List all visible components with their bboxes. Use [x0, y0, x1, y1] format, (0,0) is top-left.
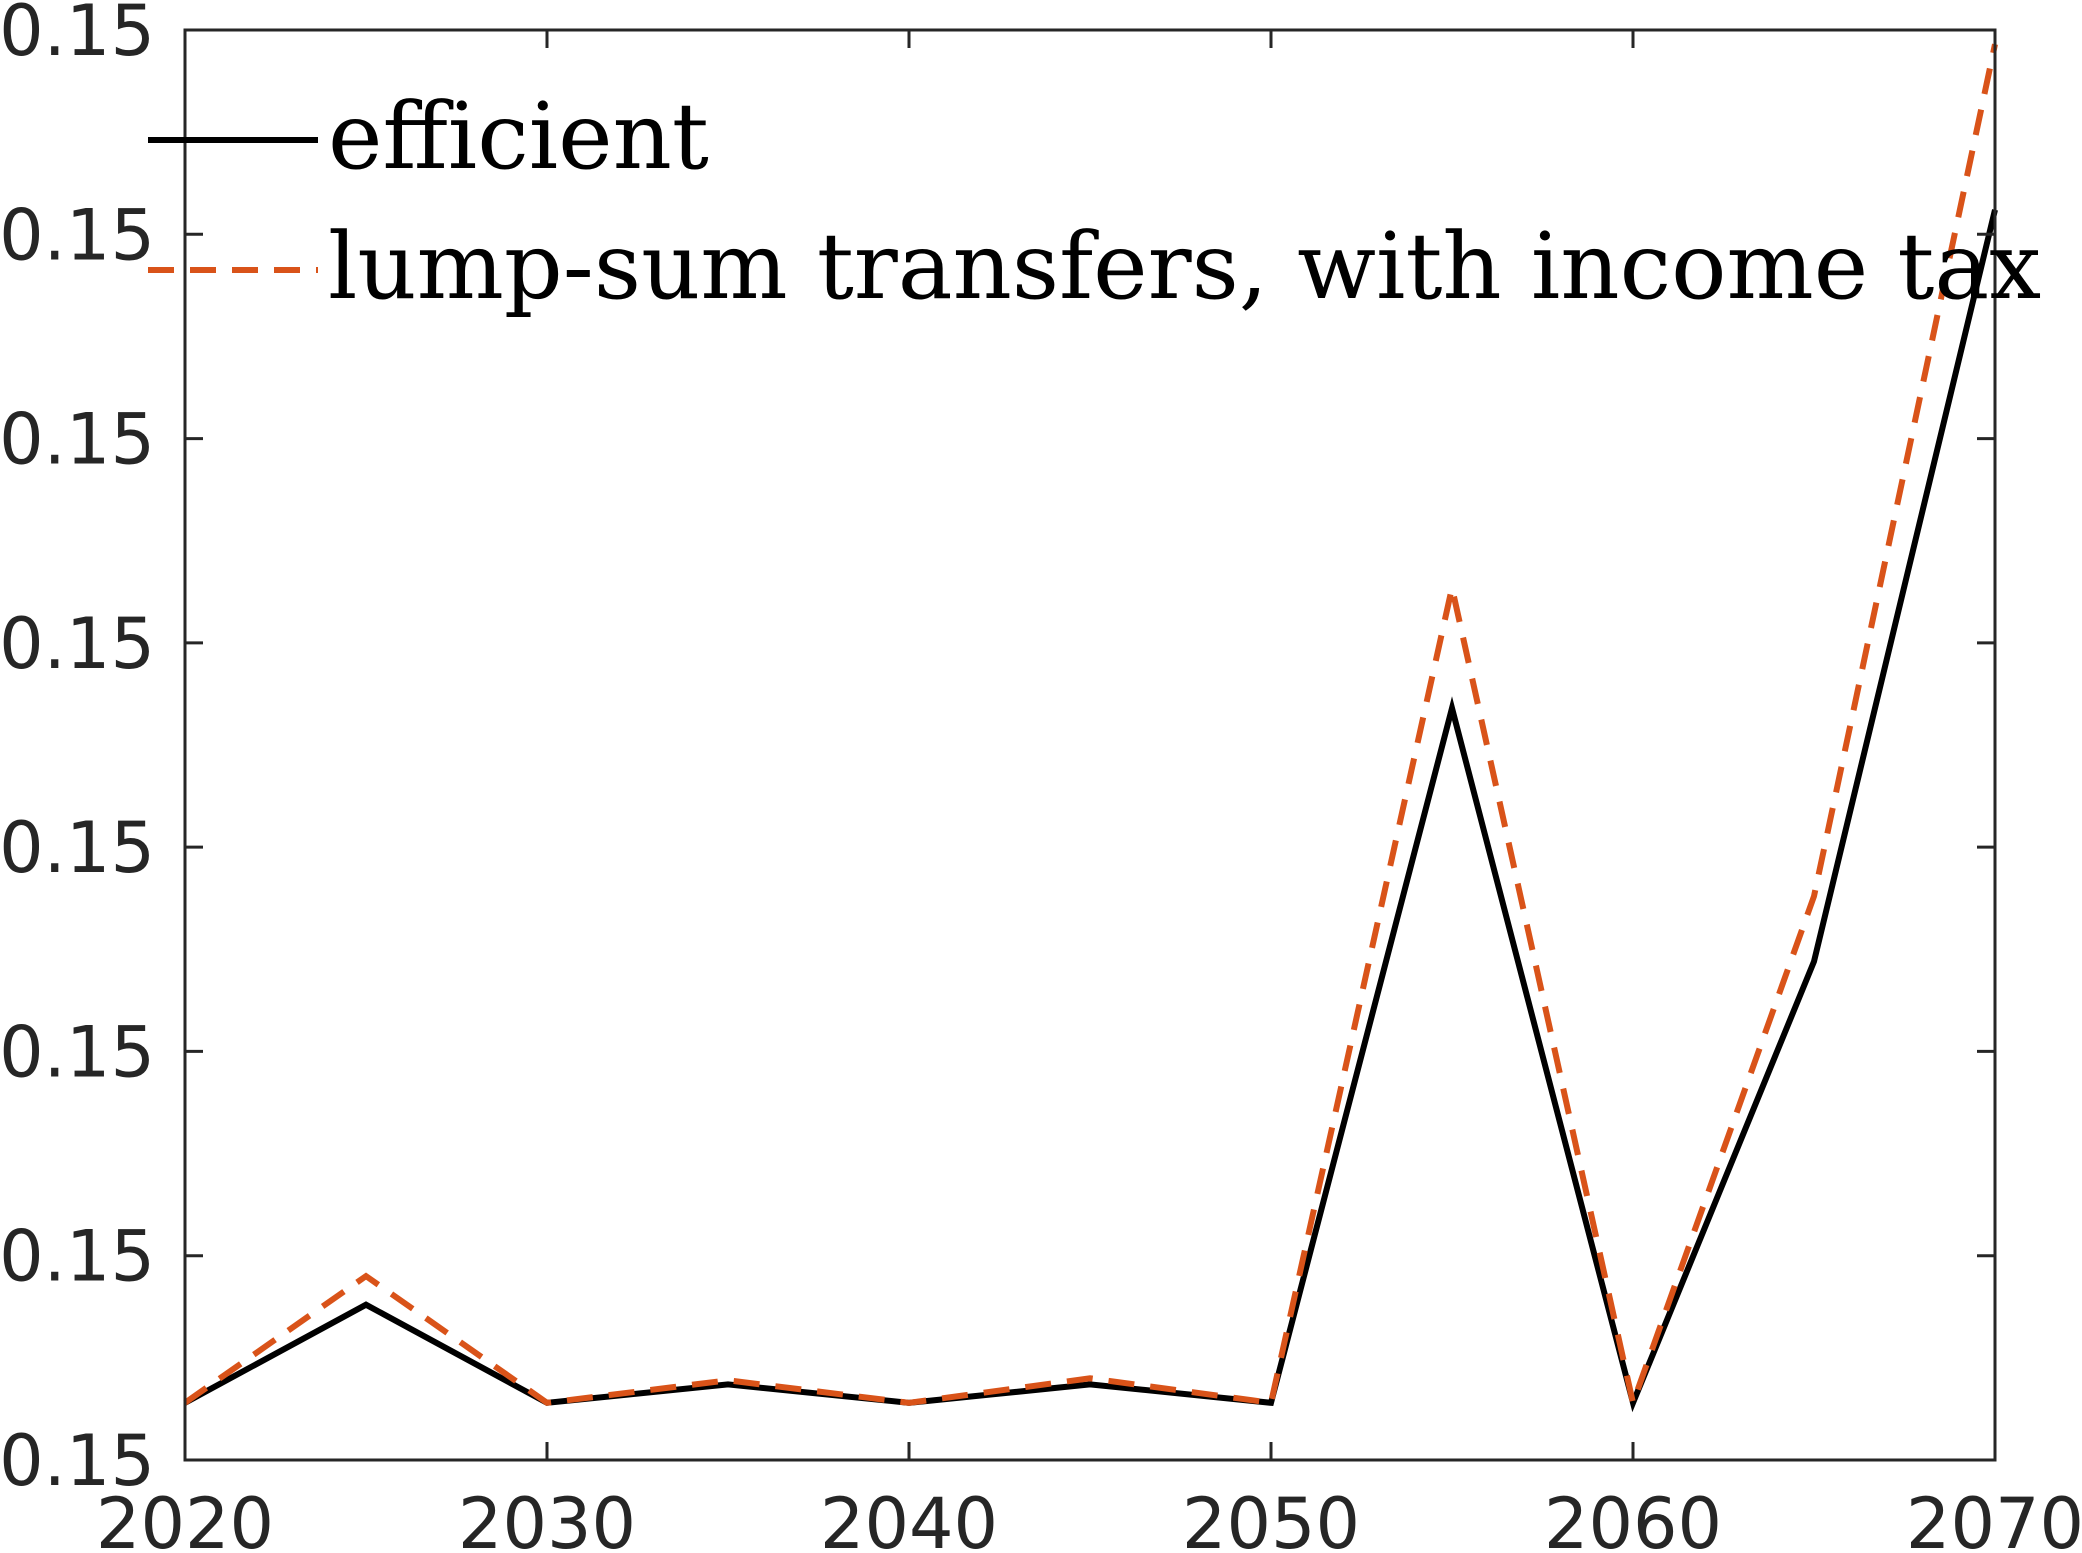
- y-tick-label: 0.15: [0, 807, 155, 889]
- legend-label-2: lump-sum transfers, with income tax: [328, 213, 2041, 320]
- x-tick-label: 2070: [1906, 1483, 2082, 1553]
- y-tick-label: 0.15: [0, 1216, 155, 1298]
- x-tick-label: 2040: [820, 1483, 998, 1553]
- legend: efficient lump-sum transfers, with income…: [148, 83, 2041, 320]
- y-tick-label: 0.15: [0, 1420, 155, 1502]
- x-tick-label: 2030: [458, 1483, 636, 1553]
- y-tick-label: 0.15: [0, 399, 155, 481]
- plot-frame: [183, 28, 1997, 1462]
- y-tick-label: 0.15: [0, 1011, 155, 1093]
- series-line-1: [183, 209, 1998, 1413]
- series-layer: [183, 43, 1998, 1414]
- y-tick-label: 0.15: [0, 603, 155, 685]
- legend-label-1: efficient: [328, 83, 709, 190]
- x-tick-label: 2050: [1182, 1483, 1360, 1553]
- y-tick-label: 0.15: [0, 194, 155, 276]
- series-line-2: [183, 43, 1998, 1414]
- y-tick-label: 0.15: [0, 0, 155, 72]
- x-tick-label: 2020: [96, 1483, 274, 1553]
- x-tick-label: 2060: [1544, 1483, 1722, 1553]
